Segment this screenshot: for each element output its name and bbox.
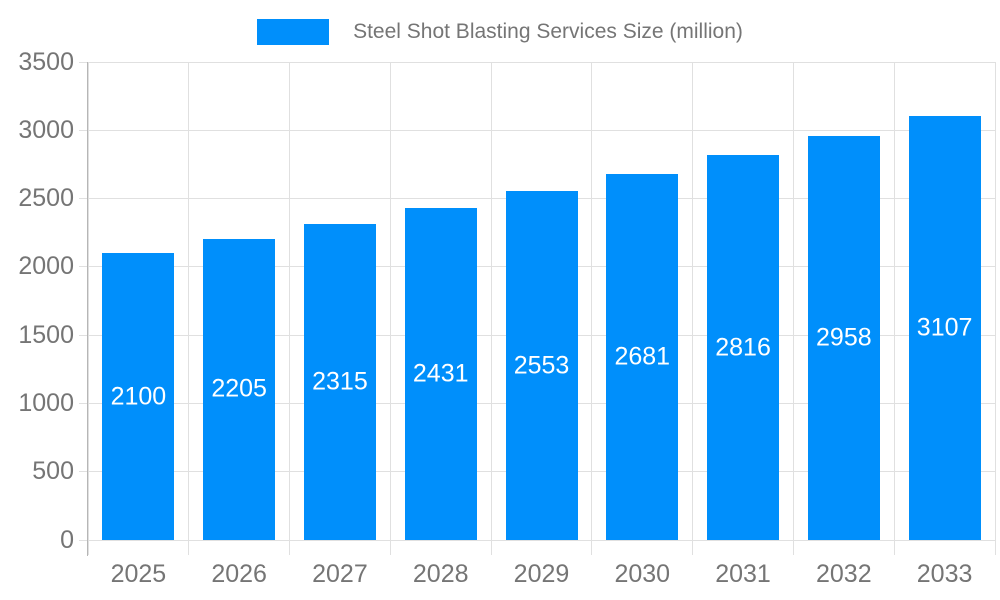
y-tick [79, 198, 88, 200]
x-gridline [490, 62, 492, 540]
y-axis-label: 2000 [18, 252, 74, 281]
bar-2033[interactable] [908, 115, 981, 540]
x-gridline [792, 62, 794, 540]
y-tick [79, 539, 88, 541]
y-axis-label: 1500 [18, 320, 74, 349]
x-tick [692, 540, 694, 555]
y-axis-label: 2500 [18, 184, 74, 213]
x-tick [87, 540, 89, 555]
x-gridline [692, 62, 694, 540]
y-axis-label: 3500 [18, 47, 74, 76]
x-tick [490, 540, 492, 555]
x-tick [289, 540, 291, 555]
y-tick [79, 402, 88, 404]
x-tick [389, 540, 391, 555]
x-gridline [289, 62, 291, 540]
bar-value-label: 2431 [412, 359, 469, 388]
y-tick [79, 471, 88, 473]
x-axis-label: 2027 [312, 560, 368, 588]
y-axis-label: 500 [32, 457, 74, 486]
x-tick [188, 540, 190, 555]
y-gridline [88, 539, 995, 541]
x-tick [591, 540, 593, 555]
x-gridline [389, 62, 391, 540]
bar-2028[interactable] [404, 207, 477, 540]
y-axis-label: 1000 [18, 388, 74, 417]
x-gridline [591, 62, 593, 540]
bar-2029[interactable] [505, 191, 578, 540]
x-gridline [188, 62, 190, 540]
x-tick [792, 540, 794, 555]
bar-value-label: 2681 [614, 342, 671, 371]
bar-value-label: 2816 [715, 333, 771, 362]
x-axis-label: 2032 [816, 560, 872, 588]
y-gridline [88, 61, 995, 63]
x-tick [893, 540, 895, 555]
bar-value-label: 3107 [916, 313, 973, 342]
legend[interactable]: Steel Shot Blasting Services Size (milli… [0, 16, 1000, 48]
bar-value-label: 2205 [211, 374, 267, 403]
y-tick [79, 61, 88, 63]
legend-label: Steel Shot Blasting Services Size (milli… [353, 20, 743, 43]
bar-2027[interactable] [303, 223, 376, 540]
x-axis-label: 2029 [513, 560, 570, 588]
bar-2031[interactable] [707, 155, 780, 540]
bar-2032[interactable] [807, 136, 880, 540]
x-tick [994, 540, 996, 555]
x-gridline [893, 62, 895, 540]
y-tick [79, 129, 88, 131]
y-gridline [88, 129, 995, 131]
x-axis-label: 2030 [614, 560, 671, 588]
bar-2030[interactable] [606, 173, 679, 540]
x-gridline [994, 62, 996, 540]
x-axis-label: 2028 [412, 560, 469, 588]
bar-2025[interactable] [102, 253, 175, 540]
y-axis-line [87, 62, 88, 556]
y-tick [79, 334, 88, 336]
y-tick [79, 266, 88, 268]
bar-value-label: 2100 [110, 382, 167, 411]
x-gridline [87, 62, 89, 540]
bar-2026[interactable] [203, 238, 276, 540]
bar-value-label: 2958 [816, 323, 872, 352]
x-axis-label: 2026 [211, 560, 267, 588]
x-axis-label: 2025 [110, 560, 167, 588]
x-axis-label: 2033 [916, 560, 973, 588]
bar-value-label: 2553 [513, 351, 570, 380]
x-axis-label: 2031 [715, 560, 771, 588]
y-axis-label: 0 [60, 525, 74, 554]
bar-value-label: 2315 [312, 367, 368, 396]
y-axis-label: 3000 [18, 115, 74, 144]
legend-swatch-icon [257, 19, 330, 45]
